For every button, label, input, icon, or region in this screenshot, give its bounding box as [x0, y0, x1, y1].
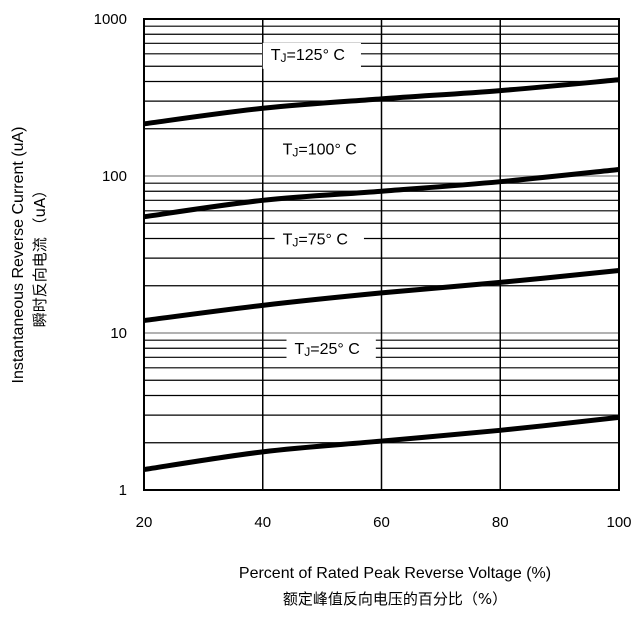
x-axis-title: Percent of Rated Peak Reverse Voltage (%…: [239, 565, 551, 582]
y-tick-label: 10: [110, 325, 127, 342]
y-axis-title-cn: 瞬时反向电流 （uA）: [31, 183, 49, 328]
series-label-box: [262, 42, 361, 69]
series-label-1: TJ=100° C: [274, 137, 373, 164]
series-line-0: [143, 77, 620, 127]
series-label-2: TJ=75° C: [274, 227, 364, 254]
series-label-text: TJ=75° C: [283, 231, 348, 249]
series-line-1: [143, 167, 620, 220]
y-tick-label: 100: [102, 168, 127, 185]
series-label-text: TJ=100° C: [283, 141, 357, 159]
series-labels: TJ=125° C TJ=100° C TJ=75° C TJ=25° C: [262, 42, 376, 364]
x-tick-label: 40: [254, 514, 271, 531]
y-tick-label: 1000: [94, 11, 127, 28]
tick-labels: 20 40 60 80 100 1 10 100 1000: [94, 11, 632, 531]
series-label-0: TJ=125° C: [262, 42, 361, 69]
x-tick-label: 80: [492, 514, 509, 531]
series-lines: [143, 77, 620, 473]
series-label-box: [274, 227, 364, 254]
y-tick-label: 1: [119, 482, 127, 499]
grid: [144, 19, 619, 490]
series-line-2: [143, 268, 620, 324]
plot-frame: [143, 18, 620, 491]
y-axis-title: Instantaneous Reverse Current (uA): [10, 126, 27, 383]
series-line-3: [143, 414, 620, 473]
x-tick-label: 60: [373, 514, 390, 531]
x-axis-title-cn: 额定峰值反向电压的百分比（%）: [283, 590, 507, 608]
series-label-3: TJ=25° C: [286, 337, 376, 364]
series-label-text: TJ=25° C: [295, 341, 360, 359]
series-label-text: TJ=125° C: [271, 47, 345, 65]
x-tick-label: 100: [606, 514, 631, 531]
series-label-box: [286, 337, 376, 364]
x-tick-label: 20: [136, 514, 153, 531]
series-label-box: [274, 137, 373, 164]
